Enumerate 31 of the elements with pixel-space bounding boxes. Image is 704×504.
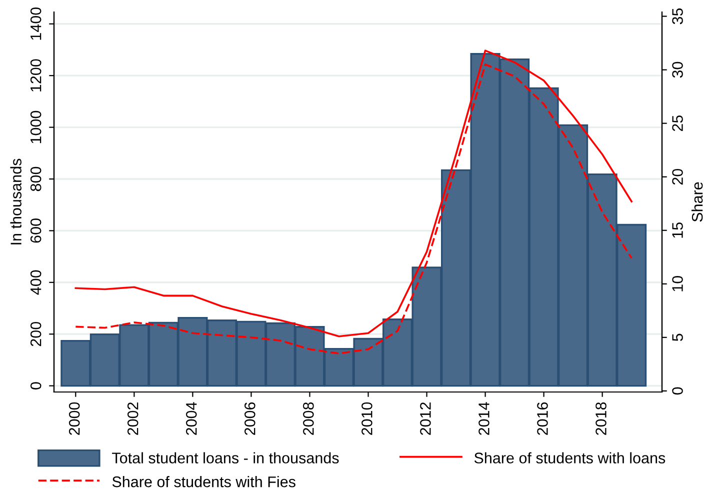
x-tick-label: 2010 — [362, 402, 372, 435]
y-tick-label: 200 — [30, 322, 42, 346]
y-tick-label: 0 — [30, 382, 42, 390]
y2-tick-label: 35 — [672, 8, 683, 24]
y-tick-label: 600 — [30, 218, 42, 243]
y-tick-label: 1000 — [30, 110, 42, 144]
y-axis-title: In thousands — [10, 158, 22, 244]
x-tick-label: 2008 — [303, 402, 314, 435]
x-tick-label: 2000 — [68, 402, 80, 435]
legend-label: Share of students with loans — [474, 452, 666, 464]
y-tick-label: 400 — [30, 270, 42, 295]
x-tick-label: 2012 — [420, 402, 431, 435]
legend-label: Share of students with Fies — [112, 476, 296, 488]
x-tick-label: 2014 — [478, 402, 490, 435]
x-tick-label: 2018 — [596, 402, 606, 435]
y2-tick-label: 10 — [672, 276, 683, 292]
y2-tick-label: 0 — [672, 387, 683, 395]
y2-tick-label: 25 — [672, 115, 683, 132]
y-tick-label: 1400 — [30, 7, 42, 40]
y2-tick-label: 5 — [672, 334, 683, 342]
x-tick-label: 2016 — [537, 402, 548, 435]
y-tick-label: 1200 — [30, 59, 42, 92]
x-tick-label: 2004 — [186, 402, 197, 435]
x-tick-label: 2006 — [244, 402, 256, 435]
y2-axis-title: Share — [692, 182, 703, 222]
legend-label: Total student loans - in thousands — [112, 452, 339, 464]
y2-tick-label: 20 — [672, 168, 683, 185]
y2-tick-label: 30 — [672, 62, 683, 78]
y2-tick-label: 15 — [672, 222, 683, 238]
x-tick-label: 2002 — [127, 402, 138, 435]
y-tick-label: 800 — [30, 166, 42, 192]
